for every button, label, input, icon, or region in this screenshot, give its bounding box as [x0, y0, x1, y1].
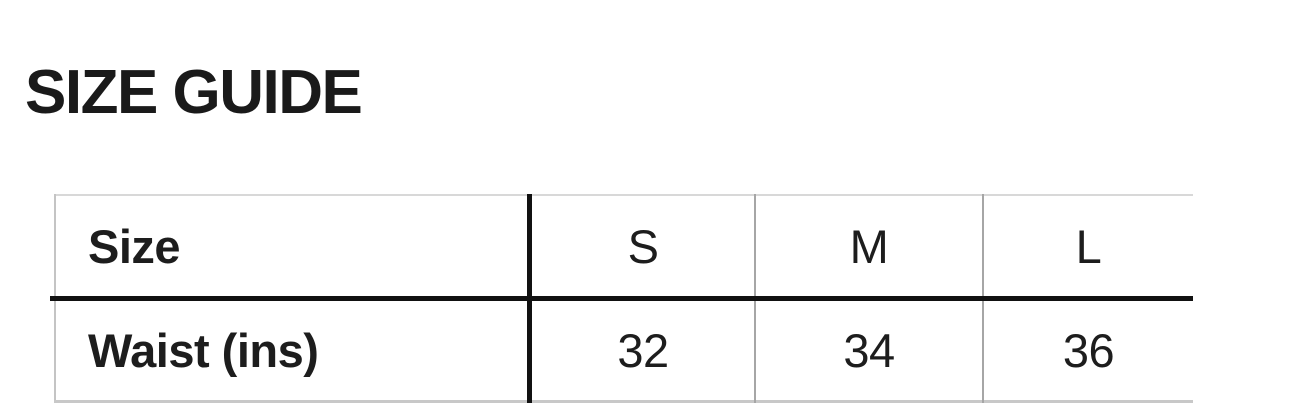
waist-value-s: 32 [617, 324, 669, 377]
size-table: Size S M L Waist (ins) 32 34 36 [50, 194, 1193, 403]
waist-value-m: 34 [843, 324, 895, 377]
table-bottom-border [54, 400, 1193, 403]
header-cell-s: S [627, 219, 659, 273]
table-header-row-divider [50, 296, 1193, 301]
header-cell-size: Size [88, 219, 181, 273]
waist-row-label: Waist (ins) [88, 324, 319, 377]
header-cell-m: M [849, 219, 889, 273]
waist-value-l: 36 [1062, 324, 1115, 377]
header-cell-l: L [1075, 219, 1102, 273]
size-guide-heading: SIZE GUIDE [25, 58, 363, 127]
table-top-border [54, 194, 1193, 196]
